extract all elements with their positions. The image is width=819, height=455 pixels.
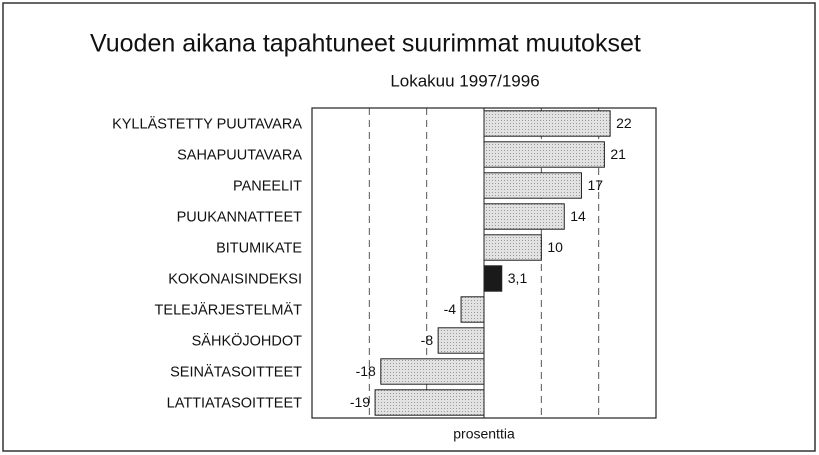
bar [374, 389, 485, 416]
value-label: 21 [610, 146, 626, 162]
bar [483, 265, 503, 292]
bar [483, 234, 542, 261]
bar [483, 141, 605, 168]
y-tick-label: LATTIATASOITTEET [167, 395, 302, 411]
chart-subtitle: Lokakuu 1997/1996 [390, 71, 539, 90]
y-tick-label: SAHAPUUTAVARA [177, 147, 302, 163]
bar [483, 172, 582, 199]
bar [380, 358, 485, 385]
y-tick-label: KOKONAISINDEKSI [168, 271, 302, 287]
chart-title: Vuoden aikana tapahtuneet suurimmat muut… [90, 30, 641, 58]
value-label: -8 [421, 332, 434, 348]
y-tick-label: KYLLÄSTETTY PUUTAVARA [112, 115, 302, 132]
y-tick-label: PUUKANNATTEET [177, 209, 303, 225]
value-label: 17 [587, 177, 603, 193]
bar [483, 110, 611, 137]
bar [437, 327, 485, 354]
value-label: 22 [616, 115, 632, 131]
y-tick-label: PANEELIT [233, 178, 302, 194]
value-label: 10 [547, 239, 563, 255]
value-label: -19 [350, 394, 370, 410]
value-label: 3,1 [508, 270, 528, 286]
x-axis-label: prosenttia [453, 426, 515, 442]
value-label: 14 [570, 208, 586, 224]
bar [483, 203, 565, 230]
y-tick-label: TELEJÄRJESTELMÄT [155, 301, 303, 318]
value-label: -4 [444, 301, 457, 317]
y-tick-label: SÄHKÖJOHDOT [192, 331, 303, 349]
bar [460, 296, 485, 323]
y-tick-label: BITUMIKATE [216, 240, 302, 256]
y-tick-label: SEINÄTASOITTEET [170, 363, 302, 380]
value-label: -18 [356, 363, 376, 379]
